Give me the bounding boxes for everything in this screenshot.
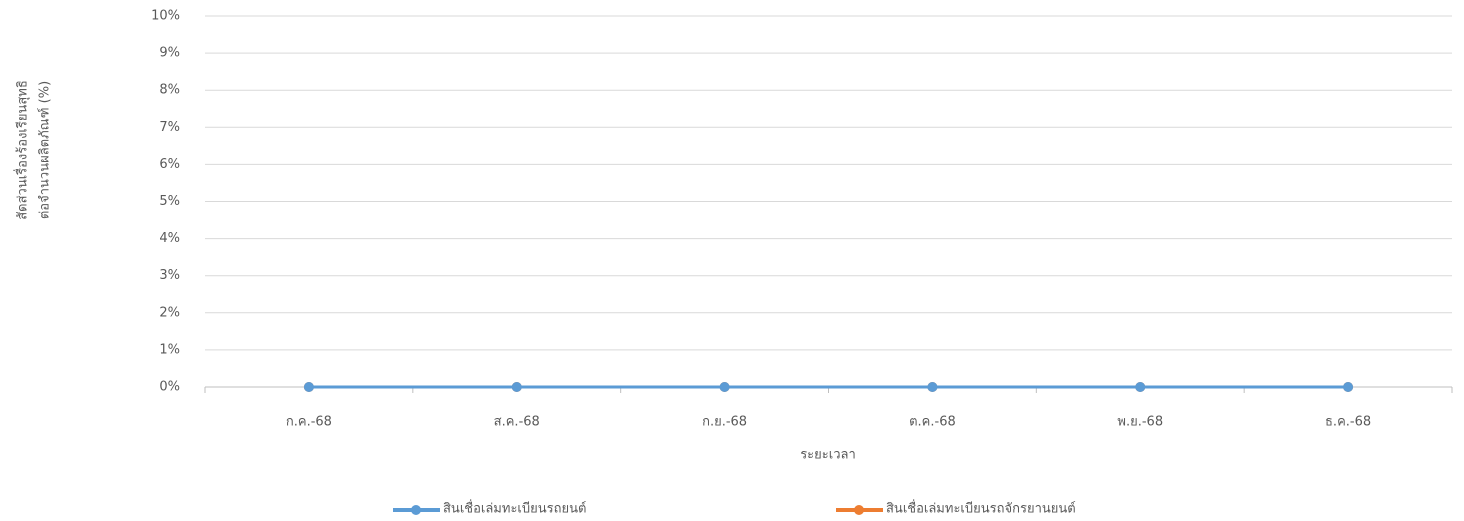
x-tick-label: ส.ค.-68	[494, 415, 540, 430]
y-tick-label: 4%	[159, 231, 180, 246]
y-tick-label: 0%	[159, 380, 180, 395]
y-tick-label: 6%	[159, 157, 180, 172]
y-tick-label: 3%	[159, 268, 180, 283]
x-axis-title: ระยะเวลา	[800, 448, 856, 463]
y-tick-label: 8%	[159, 83, 180, 98]
x-tick-label: ก.ย.-68	[702, 415, 747, 430]
y-tick-label: 7%	[159, 120, 180, 135]
legend-label: สินเชื่อเล่มทะเบียนรถยนต์	[443, 500, 587, 517]
y-tick-label: 9%	[159, 46, 180, 61]
y-axis-title-line: ต่อจำนวนผลิตภัณฑ์ (%)	[37, 81, 53, 219]
legend-marker	[854, 505, 864, 515]
y-axis-title: สัดส่วนเรื่องร้องเรียนสุทธิ ต่อจำนวนผลิต…	[14, 80, 53, 220]
series-marker	[719, 382, 730, 392]
y-axis-title-line: สัดส่วนเรื่องร้องเรียนสุทธิ	[14, 80, 31, 220]
y-tick-label: 10%	[151, 9, 180, 24]
series-marker	[927, 382, 938, 392]
y-tick-label: 5%	[159, 194, 180, 209]
x-tick-label: ธ.ค.-68	[1325, 415, 1371, 430]
series-marker	[511, 382, 522, 392]
series-marker	[1343, 382, 1354, 392]
x-tick-label: ก.ค.-68	[286, 415, 332, 430]
x-tick-label: พ.ย.-68	[1117, 415, 1163, 430]
y-tick-label: 2%	[159, 305, 180, 320]
series-marker	[303, 382, 314, 392]
legend-marker	[411, 505, 421, 515]
y-tick-label: 1%	[159, 342, 180, 357]
legend-label: สินเชื่อเล่มทะเบียนรถจักรยานยนต์	[886, 500, 1076, 517]
x-tick-label: ต.ค.-68	[909, 415, 956, 430]
series-marker	[1135, 382, 1146, 392]
